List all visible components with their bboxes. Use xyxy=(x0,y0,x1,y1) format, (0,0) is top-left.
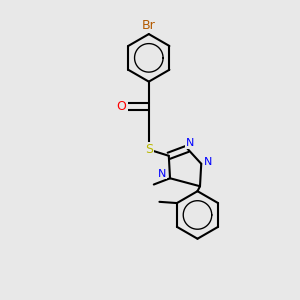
Text: N: N xyxy=(186,138,195,148)
Text: S: S xyxy=(145,143,153,156)
Text: N: N xyxy=(204,157,213,167)
Text: N: N xyxy=(158,169,166,178)
Text: Br: Br xyxy=(142,19,156,32)
Text: O: O xyxy=(117,100,127,113)
